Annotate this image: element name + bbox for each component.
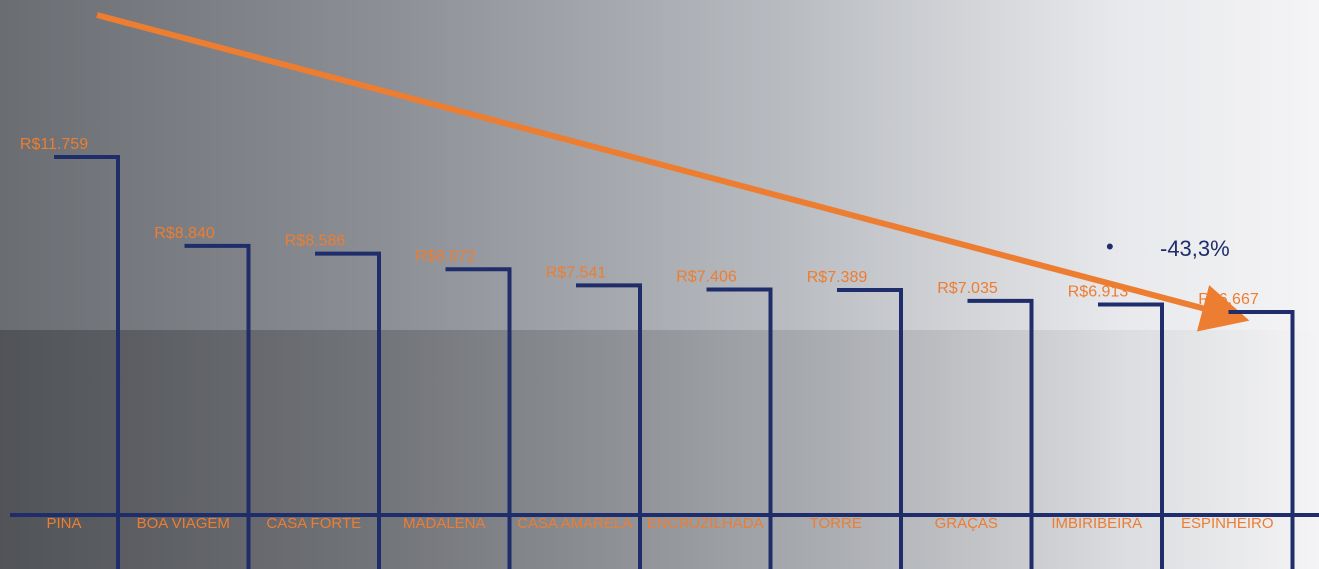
bullet: •	[1106, 234, 1114, 260]
value-label: R$8.072	[415, 248, 476, 265]
x-tick-label: ENCRUZILHADA	[640, 513, 771, 535]
x-tick-label: PINA	[10, 513, 118, 535]
x-tick-label: BOA VIAGEM	[118, 513, 249, 535]
value-label: R$8.840	[154, 225, 215, 242]
value-label: R$7.406	[676, 269, 737, 286]
value-label: R$7.035	[937, 280, 998, 297]
bar	[54, 157, 118, 569]
x-tick-label: GRAÇAS	[901, 513, 1032, 535]
value-label: R$11.759	[20, 136, 88, 153]
x-tick-label: CASA AMARELA	[510, 513, 641, 535]
x-tick-label: MADALENA	[379, 513, 510, 535]
value-label: R$7.389	[807, 269, 868, 286]
value-label: R$8.586	[285, 233, 346, 250]
value-label: R$6.667	[1198, 291, 1259, 308]
value-label: R$7.541	[546, 264, 607, 281]
x-tick-label: IMBIRIBEIRA	[1032, 513, 1163, 535]
trend-arrow	[97, 15, 1232, 316]
chart: R$11.759 R$8.840 R$8.586 R$8.072 R$7.541 R$7.…	[0, 0, 1319, 569]
x-tick-label: CASA FORTE	[249, 513, 380, 535]
x-tick-label: TORRE	[771, 513, 902, 535]
annotation: -43,3%	[1160, 236, 1230, 262]
plot: R$11.759 R$8.840 R$8.586 R$8.072 R$7.541 R$7.…	[0, 0, 1319, 569]
value-label: R$6.913	[1068, 284, 1129, 301]
x-tick-label: ESPINHEIRO	[1162, 513, 1293, 535]
